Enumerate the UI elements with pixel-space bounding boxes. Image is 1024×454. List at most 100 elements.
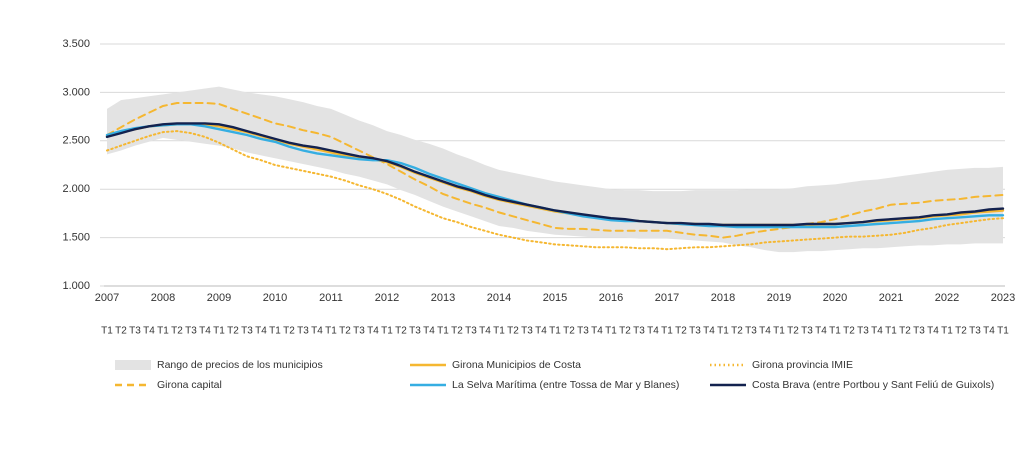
x-tick-label: T4 — [591, 326, 603, 337]
x-tick-label: T2 — [675, 326, 687, 337]
x-tick-label: T4 — [927, 326, 939, 337]
x-tick-label: T1 — [717, 326, 729, 337]
x-tick-label: T4 — [423, 326, 435, 337]
x-tick-label: T3 — [521, 326, 533, 337]
x-tick-label: T1 — [213, 326, 225, 337]
x-tick-label: T2 — [339, 326, 351, 337]
x-tick-label: T2 — [955, 326, 967, 337]
x-tick-label: T2 — [115, 326, 127, 337]
x-tick-label: T4 — [983, 326, 995, 337]
x-tick-label: T1 — [997, 326, 1009, 337]
x-tick-label: T3 — [633, 326, 645, 337]
year-label: 2008 — [151, 292, 175, 304]
x-tick-label: T1 — [325, 326, 337, 337]
x-tick-label: T4 — [871, 326, 883, 337]
legend-swatch — [115, 360, 151, 370]
x-tick-label: T4 — [255, 326, 267, 337]
legend-label: La Selva Marítima (entre Tossa de Mar y … — [452, 379, 679, 391]
x-tick-label: T3 — [465, 326, 477, 337]
year-label: 2017 — [655, 292, 679, 304]
year-label: 2012 — [375, 292, 399, 304]
x-tick-label: T3 — [577, 326, 589, 337]
x-tick-label: T1 — [773, 326, 785, 337]
x-tick-label: T1 — [493, 326, 505, 337]
year-label: 2015 — [543, 292, 567, 304]
x-tick-label: T4 — [535, 326, 547, 337]
year-label: 2007 — [95, 292, 119, 304]
x-tick-label: T4 — [479, 326, 491, 337]
x-tick-label: T3 — [241, 326, 253, 337]
x-tick-label: T2 — [395, 326, 407, 337]
year-label: 2010 — [263, 292, 287, 304]
year-label: 2009 — [207, 292, 231, 304]
x-tick-label: T1 — [885, 326, 897, 337]
x-tick-label: T1 — [381, 326, 393, 337]
x-tick-label: T3 — [185, 326, 197, 337]
x-tick-label: T1 — [941, 326, 953, 337]
y-tick-label: 3.500 — [62, 38, 90, 50]
year-label: 2023 — [991, 292, 1015, 304]
y-tick-label: 1.500 — [62, 232, 90, 244]
x-tick-label: T1 — [101, 326, 113, 337]
series-line — [106, 130, 1004, 251]
x-tick-label: T2 — [899, 326, 911, 337]
legend-label: Rango de precios de los municipios — [157, 359, 323, 371]
x-tick-label: T4 — [759, 326, 771, 337]
x-tick-label: T4 — [647, 326, 659, 337]
x-tick-label: T1 — [829, 326, 841, 337]
year-label: 2013 — [431, 292, 455, 304]
x-tick-label: T3 — [857, 326, 869, 337]
legend-label: Girona provincia IMIE — [752, 359, 853, 371]
x-tick-label: T2 — [283, 326, 295, 337]
x-tick-label: T1 — [269, 326, 281, 337]
x-tick-label: T3 — [409, 326, 421, 337]
year-label: 2020 — [823, 292, 847, 304]
x-tick-label: T1 — [661, 326, 673, 337]
x-tick-label: T2 — [731, 326, 743, 337]
year-label: 2018 — [711, 292, 735, 304]
x-tick-label: T4 — [703, 326, 715, 337]
x-tick-label: T3 — [745, 326, 757, 337]
series-line — [106, 102, 1004, 239]
year-label: 2011 — [319, 292, 343, 304]
x-tick-label: T3 — [297, 326, 309, 337]
x-tick-label: T2 — [563, 326, 575, 337]
x-tick-label: T1 — [157, 326, 169, 337]
range-band — [107, 86, 1003, 253]
x-tick-label: T2 — [843, 326, 855, 337]
legend-label: Girona capital — [157, 379, 222, 391]
x-tick-label: T2 — [507, 326, 519, 337]
x-tick-label: T2 — [619, 326, 631, 337]
y-tick-label: 1.000 — [62, 280, 90, 292]
x-tick-label: T2 — [171, 326, 183, 337]
legend-label: Girona Municipios de Costa — [452, 359, 581, 371]
x-tick-label: T4 — [815, 326, 827, 337]
legend-label: Costa Brava (entre Portbou y Sant Feliú … — [752, 379, 994, 391]
x-tick-label: T4 — [199, 326, 211, 337]
series-line — [105, 122, 1005, 227]
x-tick-label: T3 — [129, 326, 141, 337]
y-tick-label: 2.000 — [62, 183, 90, 195]
x-tick-label: T3 — [689, 326, 701, 337]
x-tick-label: T3 — [353, 326, 365, 337]
x-tick-label: T1 — [437, 326, 449, 337]
y-tick-label: 3.000 — [62, 86, 90, 98]
x-tick-label: T4 — [367, 326, 379, 337]
year-label: 2014 — [487, 292, 511, 304]
x-tick-label: T3 — [801, 326, 813, 337]
year-label: 2021 — [879, 292, 903, 304]
year-label: 2016 — [599, 292, 623, 304]
x-tick-label: T1 — [549, 326, 561, 337]
x-tick-label: T3 — [969, 326, 981, 337]
x-tick-label: T2 — [451, 326, 463, 337]
x-tick-label: T2 — [787, 326, 799, 337]
year-label: 2022 — [935, 292, 959, 304]
x-tick-label: T4 — [143, 326, 155, 337]
x-tick-label: T4 — [311, 326, 323, 337]
year-label: 2019 — [767, 292, 791, 304]
y-tick-label: 2.500 — [62, 135, 90, 147]
x-tick-label: T3 — [913, 326, 925, 337]
x-tick-label: T1 — [605, 326, 617, 337]
x-tick-label: T2 — [227, 326, 239, 337]
